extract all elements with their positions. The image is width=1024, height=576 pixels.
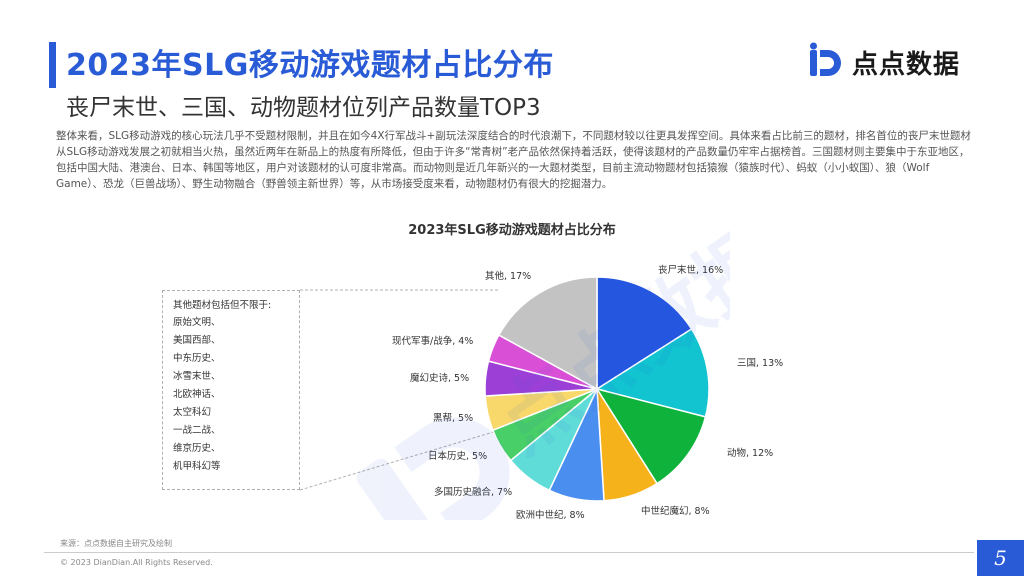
slice-label: 动物, 12% [727,447,773,459]
slice-label: 黑帮, 5% [433,412,473,424]
page-number: 5 [977,540,1024,576]
note-item: 一战二战、 [173,425,221,436]
slice-label: 多国历史融合, 7% [434,486,512,498]
note-item: 北欧神话、 [173,389,221,400]
slice-label: 日本历史, 5% [428,450,487,462]
pie-slice-1 [596,276,693,391]
slice-label: 魔幻史诗, 5% [410,372,469,384]
other-themes-note: 其他题材包括但不限于: 原始文明、 美国西部、 中东历史、 冰雪末世、 北欧神话… [162,290,300,490]
brand-logo-text: 点点数据 [852,49,961,80]
note-item: 中东历史、 [173,353,221,364]
slice-label: 其他, 17% [485,270,531,282]
note-item: 机甲科幻等 [173,461,221,472]
source-note: 来源：点点数据自主研究及绘制 [60,539,172,548]
pie-slice-11 [497,276,598,391]
chart-title: 2023年SLG移动游戏题材占比分布 [408,223,616,238]
note-item: 原始文明、 [173,317,221,328]
slice-label: 中世纪魔幻, 8% [641,505,710,517]
slice-label: 欧洲中世纪, 8% [516,509,585,521]
pie-slice-3 [595,387,707,485]
intro-paragraph: 整体来看，SLG移动游戏的核心玩法几乎不受题材限制，并且在如今4X行军战斗+副玩… [56,130,971,190]
diandian-logo-icon [810,42,841,76]
pie-slice-2 [595,327,710,418]
note-item: 冰雪末世、 [173,371,221,382]
note-title: 其他题材包括但不限于: [173,300,272,311]
title-accent-bar [49,42,56,88]
page-title: 2023年SLG移动游戏题材占比分布 [66,48,554,83]
brand-logo: 点点数据 [806,42,960,82]
slice-label: 三国, 13% [737,358,783,369]
note-item: 美国西部、 [173,335,221,346]
slice-label: 丧尸末世, 16% [658,264,723,276]
note-item: 太空科幻 [173,407,212,418]
slice-label: 现代军事/战争, 4% [392,335,473,347]
copyright: © 2023 DianDian.All Rights Reserved. [60,558,213,567]
note-item: 维京历史、 [173,443,221,454]
footer-divider [44,552,974,553]
page-subtitle: 丧尸末世、三国、动物题材位列产品数量TOP3 [66,95,541,121]
